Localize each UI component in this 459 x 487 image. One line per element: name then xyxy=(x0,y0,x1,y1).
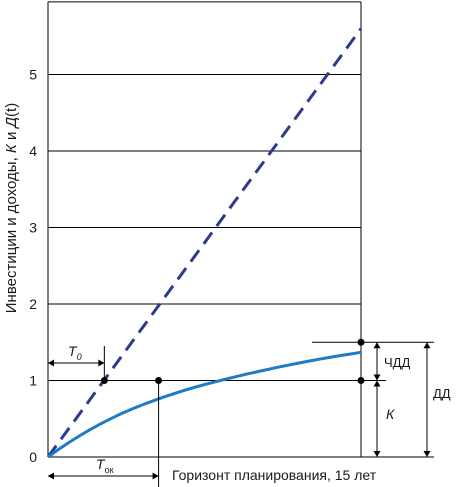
tok-label-sub: ок xyxy=(105,465,114,475)
k-label: К xyxy=(386,406,395,422)
annotations xyxy=(48,341,434,487)
y-axis-label-tail: (t) xyxy=(3,103,20,117)
tok-arrow-right xyxy=(152,472,159,480)
y-tick-label: 5 xyxy=(29,67,37,83)
y-tick-label: 1 xyxy=(29,373,37,389)
series-line-2 xyxy=(47,350,362,459)
tok-label-main: T xyxy=(96,456,106,472)
grid-lines xyxy=(47,1,362,458)
y-axis-label: Инвестиции и доходы, К и Д(t) xyxy=(3,103,20,313)
markers xyxy=(100,338,365,384)
y-axis-label-d: Д xyxy=(3,117,20,130)
series-line-1 xyxy=(46,27,363,458)
tok-label: Tок xyxy=(96,456,114,475)
t0-arrow-left xyxy=(48,359,54,367)
marker-point xyxy=(155,377,163,384)
chdd-arrow-down xyxy=(373,374,381,381)
y-tick-label: 4 xyxy=(29,143,37,159)
k-arrow-down xyxy=(373,451,381,457)
dd-arrow-down xyxy=(423,451,431,457)
y-tick-labels: 0 1 2 3 4 5 xyxy=(29,67,37,466)
marker-point xyxy=(100,377,108,384)
t0-label: T0 xyxy=(68,343,82,362)
chdd-label: ЧДД xyxy=(384,355,410,370)
y-tick-label: 2 xyxy=(29,296,37,312)
marker-point xyxy=(357,377,365,384)
k-arrow-up xyxy=(373,380,381,387)
t0-arrow-right xyxy=(98,359,105,367)
dd-arrow-up xyxy=(423,342,431,349)
horizon-label: Горизонт планирования, 15 лет xyxy=(172,467,377,483)
y-tick-label: 3 xyxy=(29,220,37,236)
series-layer xyxy=(46,27,363,459)
t0-label-main: T xyxy=(68,343,78,359)
y-axis-label-k: К xyxy=(3,143,20,153)
y-axis-label-main: Инвестиции и доходы, xyxy=(3,153,20,313)
marker-point xyxy=(357,338,365,346)
dd-label: ДД xyxy=(433,386,451,401)
y-axis-label-and: и xyxy=(3,128,20,145)
y-tick-label: 0 xyxy=(29,449,37,465)
tok-arrow-left xyxy=(48,472,54,480)
t0-label-sub: 0 xyxy=(77,352,82,362)
chdd-arrow-up xyxy=(373,342,381,349)
